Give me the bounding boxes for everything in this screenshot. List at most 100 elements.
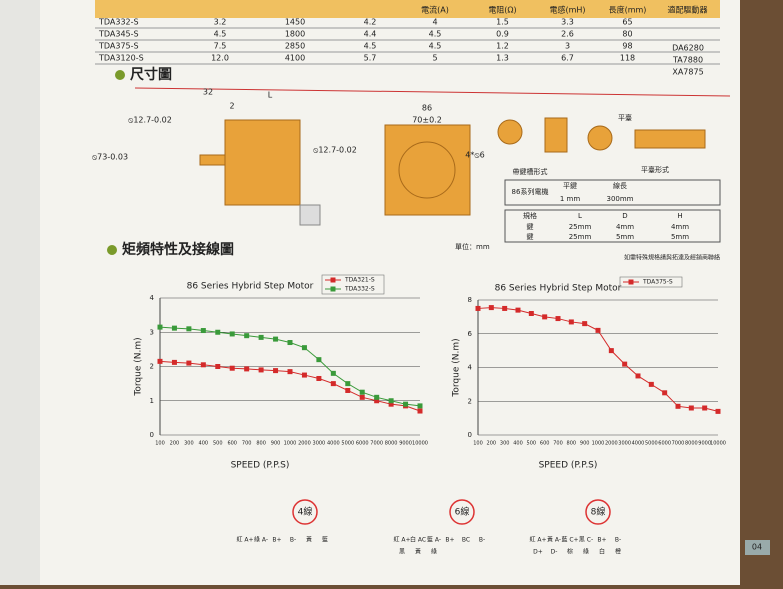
- legend-label: TDA321-S: [344, 277, 375, 284]
- data-point: [388, 401, 394, 407]
- x-tick-label: 6000: [356, 441, 369, 447]
- shaft: [199, 154, 226, 166]
- key-table-cell: 4mm: [616, 223, 634, 231]
- data-point: [215, 364, 221, 369]
- cell: 65: [622, 18, 632, 27]
- cell: 80: [622, 30, 632, 39]
- page-tab: [745, 540, 770, 555]
- data-point: [688, 405, 694, 411]
- cell: 118: [620, 54, 635, 63]
- data-point: [675, 403, 681, 409]
- cell: 3.3: [561, 18, 574, 27]
- paper: [40, 0, 740, 585]
- lead-label: 黑 C-: [579, 537, 593, 544]
- key-table-cell: 1 mm: [560, 195, 580, 203]
- y-tick-label: 2: [150, 363, 154, 371]
- lead-label: B-: [615, 537, 621, 544]
- key-table-header: 規格: [523, 211, 537, 220]
- chart-title: 86 Series Hybrid Step Motor: [187, 282, 314, 292]
- y-tick-label: 2: [468, 397, 472, 405]
- lead-label: 棕: [567, 548, 573, 556]
- x-tick-label: 10000: [710, 441, 726, 447]
- wiring-badge: [449, 499, 475, 525]
- legend-marker: [330, 286, 336, 292]
- data-point: [229, 365, 235, 371]
- cell: 2.6: [561, 30, 574, 39]
- x-tick-label: 1000: [284, 441, 297, 447]
- lead-label: D-: [551, 549, 558, 556]
- x-tick-label: 4000: [632, 441, 645, 447]
- y-tick-label: 4: [150, 294, 155, 302]
- data-point: [244, 366, 250, 372]
- x-tick-label: 8000: [385, 441, 398, 447]
- data-point: [702, 405, 708, 411]
- note: 如需特殊規格請與拓達及經銷商聯絡: [624, 254, 720, 262]
- data-point: [403, 401, 409, 407]
- key-table-cell: 86系列電機: [512, 187, 549, 196]
- key-table-header: D: [622, 212, 627, 220]
- key-table-cell: 鍵: [527, 222, 534, 231]
- flat: [587, 125, 613, 151]
- bullet: [115, 70, 125, 80]
- lead-label: 紅 A+: [529, 536, 546, 544]
- lead-label: 藍 C+: [561, 536, 578, 544]
- key-table-cell: 25mm: [569, 223, 592, 231]
- x-tick-label: 500: [527, 441, 537, 447]
- legend-marker: [628, 279, 634, 285]
- data-point: [258, 334, 264, 340]
- data-point: [648, 381, 654, 387]
- x-axis-label: SPEED (P.P.S): [539, 461, 598, 471]
- keyway-label: 平臺形式: [641, 165, 669, 174]
- flat: [634, 129, 706, 149]
- data-point: [287, 369, 293, 375]
- dimension-label: 86: [422, 104, 432, 113]
- cell: 4.5: [429, 30, 442, 39]
- data-point: [582, 321, 588, 327]
- wiring-badge: [292, 499, 318, 525]
- key-table-cell: 25mm: [569, 233, 592, 241]
- cell: 1.2: [496, 42, 509, 51]
- y-tick-label: 3: [150, 328, 154, 336]
- data-point: [215, 329, 221, 335]
- cell: 4: [432, 18, 437, 27]
- lead-label: 黃: [415, 548, 421, 556]
- section-title: 尺寸圖: [130, 66, 172, 83]
- cell: 3.2: [214, 18, 227, 27]
- x-tick-label: 9000: [399, 441, 412, 447]
- data-point: [595, 327, 601, 333]
- cell: 4100: [285, 54, 305, 63]
- dimension-label: 4*⦸6: [465, 151, 484, 160]
- cell: 4.5: [429, 42, 442, 51]
- key-table-header: H: [677, 212, 682, 220]
- data-point: [515, 307, 521, 313]
- data-point: [200, 362, 206, 368]
- x-tick-label: 3000: [313, 441, 326, 447]
- motor-front: [384, 124, 471, 216]
- data-point: [662, 390, 668, 396]
- cell: 1.5: [496, 18, 509, 27]
- data-point: [287, 340, 293, 346]
- column-header: 電阻(Ω): [488, 6, 516, 15]
- cell: 6.7: [561, 54, 574, 63]
- x-tick-label: 1000: [592, 441, 605, 447]
- unit-note: 單位：mm: [455, 242, 490, 251]
- keyway-label: 平臺: [618, 113, 632, 122]
- lead-label: 藍 A-: [427, 536, 441, 544]
- data-point: [374, 398, 380, 404]
- legend-label: TDA375-S: [642, 279, 673, 286]
- dimension-label: 70±0.2: [412, 116, 442, 125]
- keyway: [497, 119, 523, 145]
- data-point: [258, 367, 264, 373]
- y-tick-label: 6: [468, 330, 473, 338]
- y-axis-label: Torque (N.m): [452, 338, 462, 397]
- x-tick-label: 200: [487, 441, 497, 447]
- lead-label: B-: [290, 537, 296, 544]
- x-tick-label: 400: [199, 441, 209, 447]
- data-point: [157, 324, 163, 330]
- dimension-label: ⦸12.7-0.02: [313, 146, 357, 155]
- lead-label: 黑: [399, 549, 405, 556]
- x-tick-label: 5000: [341, 441, 354, 447]
- data-point: [171, 325, 177, 331]
- lead-label: BC: [462, 537, 470, 544]
